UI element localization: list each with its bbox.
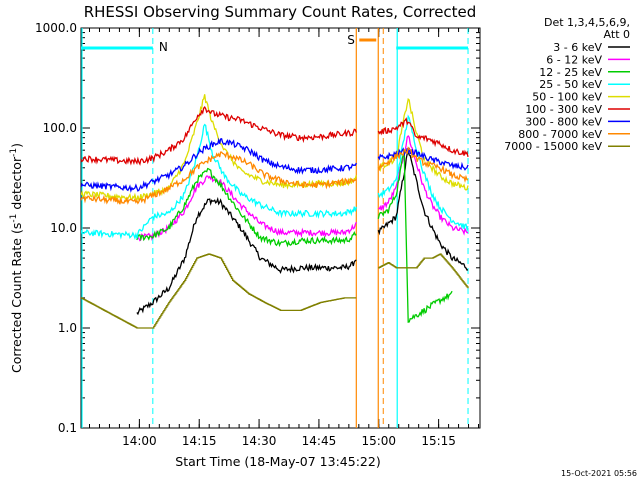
series-2	[136, 150, 453, 323]
series-0	[136, 149, 469, 316]
series-4	[81, 94, 469, 203]
series-line-8-0	[81, 253, 357, 329]
legend-label-4: 50 - 100 keV	[532, 91, 602, 104]
y-axis-label: Corrected Count Rate (s-1 detector-1)	[9, 143, 24, 373]
series-line-3-0	[81, 123, 357, 241]
series-5	[81, 106, 469, 166]
series-line-8-1	[378, 253, 469, 289]
legend-label-1: 6 - 12 keV	[546, 53, 602, 66]
series-line-2-1	[377, 150, 453, 323]
x-tick-label-0: 14:00	[122, 434, 157, 448]
legend-label-6: 300 - 800 keV	[525, 115, 602, 128]
series-line-5-0	[81, 106, 357, 166]
x-tick-label-3: 14:45	[302, 434, 337, 448]
plot-area: 0.1 1.0 10.0 100.0 1000.0 14:00 14:15 14:30 14:4…	[35, 21, 481, 448]
x-tick-label-5: 15:15	[421, 434, 456, 448]
x-tick-label-1: 14:15	[182, 434, 217, 448]
attenuator-header: Att 0	[604, 28, 630, 41]
series-line-0-0	[136, 196, 357, 316]
legend-label-8: 7000 - 15000 keV	[504, 140, 602, 153]
legend-label-3: 25 - 50 keV	[539, 78, 602, 91]
series-line-6-0	[81, 137, 357, 194]
series-line-1-1	[378, 134, 469, 236]
detector-header: Det 1,3,4,5,6,9,	[544, 16, 630, 29]
series-line-5-1	[377, 117, 469, 158]
series-line-0-1	[377, 149, 469, 271]
chart-title: RHESSI Observing Summary Count Rates, Co…	[84, 3, 477, 21]
series-line-3-1	[377, 114, 469, 232]
legend-label-0: 3 - 6 keV	[553, 41, 602, 54]
series-1	[136, 134, 469, 242]
y-axis-label-text: Corrected Count Rate (s-1 detector-1)	[9, 143, 24, 373]
x-tick-label-2: 14:30	[242, 434, 277, 448]
y-tick-label-2: 10.0	[50, 221, 77, 235]
legend-label-5: 100 - 300 keV	[525, 103, 602, 116]
x-axis-label: Start Time (18-May-07 13:45:22)	[175, 454, 380, 469]
y-tick-label-0: 0.1	[58, 421, 77, 435]
night-label-0: N	[159, 40, 168, 54]
legend-label-7: 800 - 7000 keV	[518, 128, 602, 141]
x-tick-label-4: 15:00	[361, 434, 396, 448]
series-7	[81, 146, 469, 205]
saa-label-0: S	[347, 33, 355, 47]
y-tick-label-4: 1000.0	[35, 21, 77, 35]
series-8	[81, 253, 469, 329]
legend-label-2: 12 - 25 keV	[539, 66, 602, 79]
series-line-7-0	[81, 151, 357, 205]
series-line-1-0	[136, 173, 357, 242]
plot-frame	[80, 27, 481, 429]
series-line-7-1	[377, 146, 469, 184]
y-tick-label-3: 100.0	[43, 121, 77, 135]
y-tick-label-1: 1.0	[58, 321, 77, 335]
series-line-2-0	[136, 167, 357, 248]
series-3	[81, 114, 469, 241]
timestamp: 15-Oct-2021 05:56	[561, 469, 637, 478]
